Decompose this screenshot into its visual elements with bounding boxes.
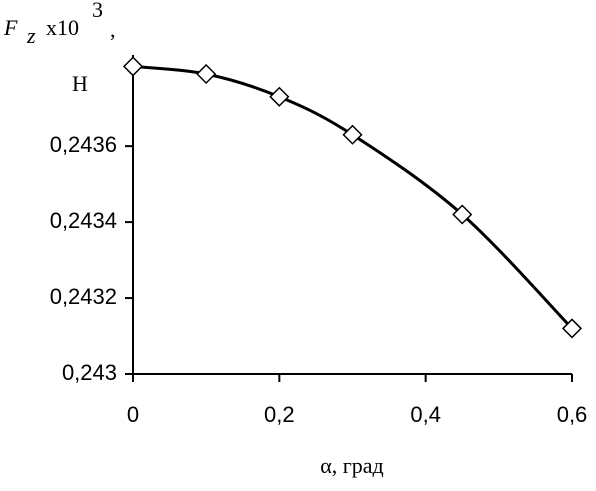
y-label-subscript: z bbox=[26, 23, 36, 48]
marker bbox=[269, 86, 290, 107]
y-label-multiplier: x10 bbox=[46, 15, 79, 40]
marker bbox=[122, 56, 144, 77]
y-label-exponent: 3 bbox=[92, 0, 103, 22]
y-tick-label: 0,2436 bbox=[50, 132, 117, 157]
line bbox=[132, 64, 574, 330]
y-tick-label: 0,243 bbox=[62, 360, 117, 385]
marker bbox=[452, 204, 473, 225]
y-label-unit: Н bbox=[72, 71, 88, 96]
marker bbox=[561, 318, 583, 339]
y-tick-label: 0,2432 bbox=[50, 284, 117, 309]
y-label-symbol: F bbox=[3, 15, 18, 40]
x-label: α, град bbox=[320, 453, 384, 478]
x-tick-label: 0 bbox=[127, 402, 139, 427]
x-tick-label: 0,2 bbox=[264, 402, 295, 427]
x-tick-label: 0,6 bbox=[557, 402, 588, 427]
marker bbox=[342, 124, 363, 145]
marker bbox=[196, 63, 217, 85]
y-tick-label: 0,2434 bbox=[50, 208, 117, 233]
y-label-separator: , bbox=[110, 17, 116, 42]
x-tick-label: 0,4 bbox=[410, 402, 441, 427]
